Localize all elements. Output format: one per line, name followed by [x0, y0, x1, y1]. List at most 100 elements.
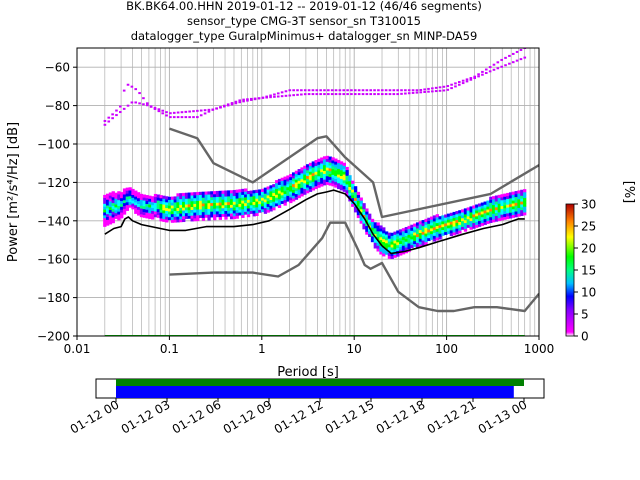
- density-cell: [370, 239, 375, 243]
- density-cell: [263, 187, 268, 191]
- density-cell: [142, 203, 146, 207]
- density-cell: [452, 217, 456, 221]
- density-cell: [418, 229, 423, 234]
- envelope-mark: [330, 93, 334, 96]
- density-cell: [190, 192, 194, 196]
- density-cell: [477, 217, 482, 222]
- density-cell: [241, 194, 245, 198]
- density-cell: [275, 191, 279, 195]
- density-cell: [376, 233, 380, 238]
- density-cell: [263, 193, 268, 197]
- envelope-mark: [442, 85, 446, 88]
- density-cell: [238, 194, 242, 199]
- density-cell: [125, 196, 130, 200]
- density-cell: [314, 171, 318, 175]
- envelope-mark: [357, 93, 361, 96]
- density-cell: [497, 200, 501, 204]
- density-cell: [151, 201, 155, 206]
- density-cell: [227, 196, 231, 200]
- density-cell: [325, 181, 330, 185]
- density-cell: [421, 225, 425, 229]
- density-cell: [489, 202, 493, 206]
- density-cell: [136, 209, 141, 213]
- density-cell: [449, 224, 454, 228]
- density-cell: [229, 201, 234, 205]
- density-cell: [514, 191, 518, 195]
- density-cell: [523, 189, 527, 193]
- density-cell: [444, 231, 448, 235]
- density-cell: [263, 196, 268, 200]
- density-cell: [215, 211, 220, 215]
- density-cell: [486, 206, 490, 210]
- density-cell: [520, 204, 524, 208]
- density-cell: [430, 222, 434, 226]
- density-cell: [475, 204, 479, 208]
- density-cell: [345, 169, 349, 173]
- density-cell: [300, 173, 304, 177]
- density-cell: [435, 228, 439, 232]
- density-cell: [306, 187, 310, 191]
- envelope-mark: [461, 79, 465, 82]
- density-cell: [337, 180, 341, 184]
- envelope-mark: [500, 65, 503, 68]
- density-cell: [235, 201, 239, 205]
- density-cell: [500, 205, 504, 209]
- density-cell: [198, 209, 203, 213]
- density-cell: [255, 195, 259, 199]
- density-cell: [359, 217, 363, 221]
- density-cell: [500, 217, 504, 221]
- envelope-mark: [404, 89, 407, 92]
- density-cell: [201, 211, 206, 216]
- density-cell: [249, 199, 253, 203]
- density-cell: [182, 204, 186, 208]
- envelope-mark: [199, 109, 203, 112]
- density-cell: [179, 201, 183, 205]
- density-cell: [444, 226, 448, 230]
- density-cell: [337, 168, 341, 172]
- density-cell: [359, 203, 363, 207]
- density-cell: [266, 206, 270, 210]
- density-cell: [514, 211, 518, 215]
- density-cell: [353, 209, 358, 213]
- density-cell: [503, 205, 507, 209]
- density-cell: [325, 173, 330, 177]
- y-tick-label: −100: [37, 138, 70, 152]
- density-cell: [111, 199, 115, 204]
- density-cell: [246, 196, 251, 200]
- density-cell: [503, 193, 507, 197]
- density-cell: [151, 207, 155, 211]
- density-cell: [184, 210, 189, 214]
- density-cell: [258, 195, 262, 199]
- density-cell: [438, 219, 442, 223]
- envelope-mark: [311, 93, 315, 96]
- envelope-mark: [307, 89, 311, 92]
- density-cell: [399, 243, 403, 247]
- density-cell: [320, 166, 324, 170]
- density-cell: [373, 242, 377, 246]
- density-cell: [486, 214, 490, 219]
- density-cell: [399, 252, 403, 256]
- density-cell: [463, 211, 468, 215]
- density-cell: [303, 168, 307, 172]
- density-cell: [415, 225, 420, 229]
- density-cell: [446, 219, 451, 223]
- density-cell: [162, 204, 166, 208]
- density-cell: [241, 203, 245, 207]
- density-cell: [187, 192, 192, 196]
- density-cell: [122, 197, 127, 201]
- density-cell: [362, 223, 366, 227]
- density-cell: [314, 162, 318, 167]
- density-cell: [204, 191, 208, 195]
- density-cell: [108, 195, 113, 199]
- density-cell: [494, 215, 499, 219]
- density-cell: [266, 209, 270, 213]
- envelope-mark: [508, 62, 511, 65]
- envelope-mark: [492, 68, 496, 71]
- density-cell: [286, 181, 290, 185]
- density-cell: [520, 192, 524, 196]
- envelope-mark: [180, 116, 184, 119]
- density-cell: [317, 164, 321, 168]
- density-cell: [105, 196, 110, 200]
- density-cell: [520, 195, 524, 199]
- density-cell: [461, 223, 465, 227]
